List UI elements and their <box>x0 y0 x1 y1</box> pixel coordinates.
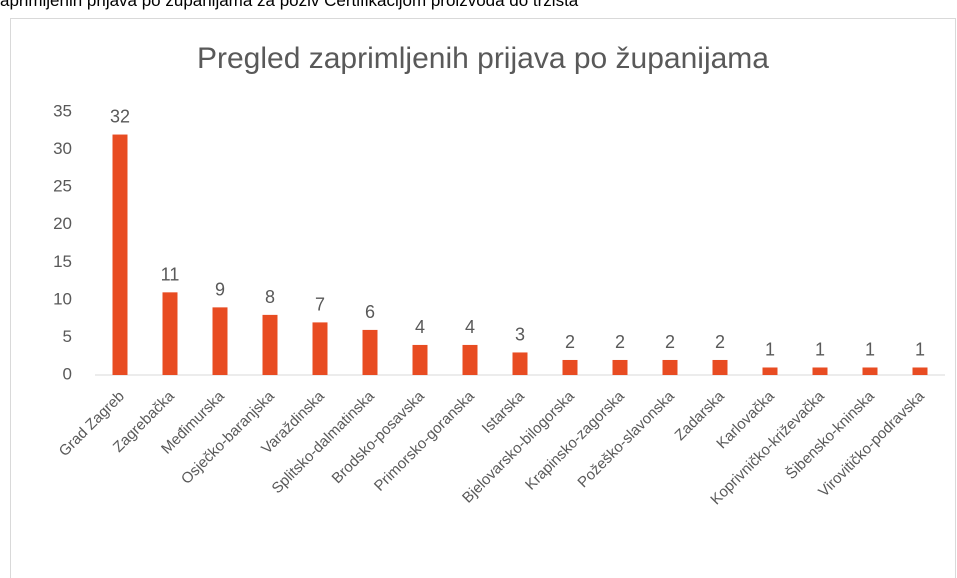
value-label: 1 <box>765 339 775 359</box>
value-label: 6 <box>365 302 375 322</box>
chart-title: Pregled zaprimljenih prijava po županija… <box>197 42 769 75</box>
value-label: 7 <box>315 294 325 314</box>
bar <box>362 329 378 375</box>
value-label: 3 <box>515 324 525 344</box>
x-tick-label: Primorsko-goranska <box>371 387 478 494</box>
value-label: 4 <box>465 317 475 337</box>
value-label: 11 <box>161 264 180 284</box>
value-label: 1 <box>865 339 875 359</box>
y-tick-label: 25 <box>53 177 72 196</box>
bar <box>112 134 128 375</box>
x-tick-label: Šibensko-kninska <box>783 387 879 483</box>
chart-frame <box>10 18 956 578</box>
bar <box>312 322 328 375</box>
bar <box>862 367 878 375</box>
bar <box>712 359 728 375</box>
value-label: 9 <box>215 279 225 299</box>
value-label: 1 <box>915 339 925 359</box>
y-tick-label: 5 <box>63 327 72 346</box>
value-label: 2 <box>715 332 725 352</box>
bar <box>212 307 228 375</box>
bar <box>662 359 678 375</box>
y-tick-label: 10 <box>53 289 72 308</box>
bar <box>262 314 278 375</box>
bar <box>762 367 778 375</box>
y-tick-label: 20 <box>53 214 72 233</box>
x-tick-label: Istarska <box>479 387 529 437</box>
bar <box>612 359 628 375</box>
value-label: 2 <box>565 332 575 352</box>
bar <box>912 367 928 375</box>
value-label: 32 <box>110 107 130 127</box>
x-tick-label: Brodsko-posavska <box>329 387 429 487</box>
x-tick-label: Osječko-baranjska <box>178 387 278 487</box>
y-tick-label: 15 <box>53 252 72 271</box>
bar <box>412 344 428 375</box>
value-label: 1 <box>815 339 825 359</box>
value-label: 8 <box>265 287 275 307</box>
y-tick-label: 0 <box>63 364 72 383</box>
bar <box>562 359 578 375</box>
value-label: 4 <box>415 317 425 337</box>
value-label: 2 <box>665 332 675 352</box>
bar <box>162 292 178 375</box>
y-tick-label: 30 <box>53 139 72 158</box>
x-tick-label: Požeško-slavonska <box>574 387 678 491</box>
value-label: 2 <box>615 332 625 352</box>
caption: aprimljenih prijava po županijama za poz… <box>0 0 579 10</box>
bar <box>462 344 478 375</box>
bar <box>512 352 528 375</box>
bar <box>812 367 828 375</box>
y-tick-label: 35 <box>53 101 72 120</box>
